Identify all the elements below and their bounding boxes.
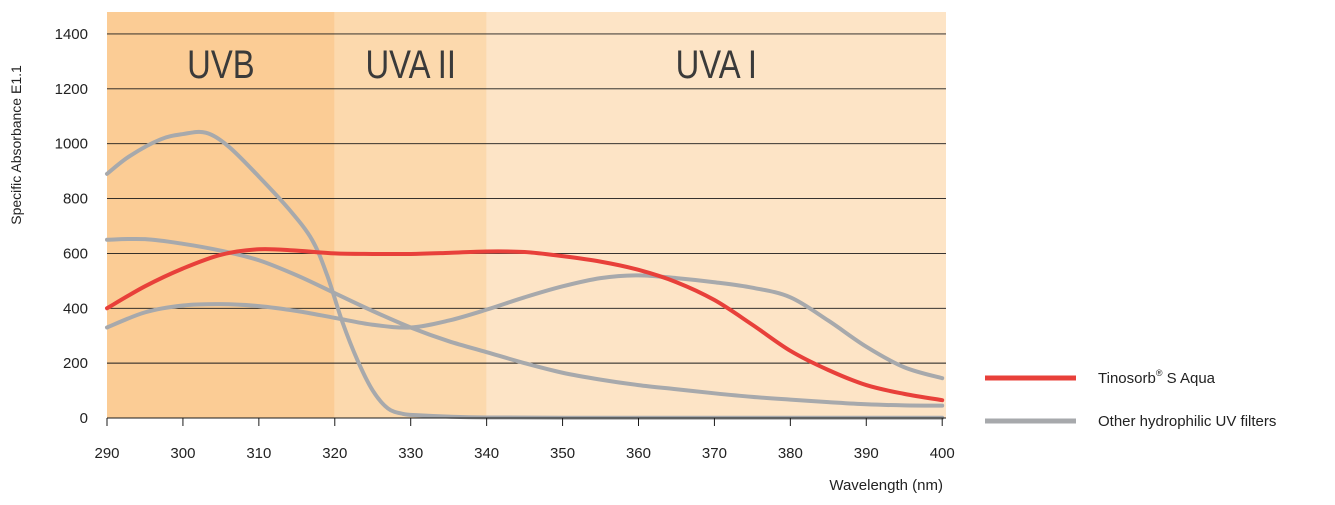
region-label: UVB bbox=[187, 42, 254, 87]
y-tick-label: 1000 bbox=[55, 136, 88, 153]
region-label: UVA I bbox=[676, 42, 757, 87]
x-axis-label: Wavelength (nm) bbox=[829, 477, 943, 494]
legend-label-name: Other hydrophilic UV filters bbox=[1098, 413, 1276, 430]
x-tick-label: 310 bbox=[246, 445, 271, 462]
gridlines bbox=[107, 33, 946, 364]
y-tick-label: 1200 bbox=[55, 81, 88, 98]
y-tick-label: 600 bbox=[63, 245, 88, 262]
region-band-1 bbox=[334, 12, 487, 418]
y-axis-label: Specific Absorbance E1.1 bbox=[8, 65, 24, 225]
legend: Tinosorb® S Aqua Other hydrophilic UV fil… bbox=[985, 368, 1276, 430]
region-band-0 bbox=[107, 12, 335, 418]
series-line-other-uv-filter bbox=[105, 236, 945, 408]
x-tick-labels: 290 300 310 320 330 340 350 360 370 380 390 400 bbox=[94, 418, 955, 462]
y-tick-label: 0 bbox=[80, 410, 88, 427]
series-line-tinosorb bbox=[105, 247, 945, 403]
uv-region-labels: UVB UVA II UVA I bbox=[187, 42, 757, 87]
x-tick-label: 340 bbox=[474, 445, 499, 462]
x-tick-label: 380 bbox=[778, 445, 803, 462]
x-tick-label: 350 bbox=[550, 445, 575, 462]
x-tick-label: 360 bbox=[626, 445, 651, 462]
x-tick-label: 390 bbox=[854, 445, 879, 462]
region-label: UVA II bbox=[365, 42, 455, 87]
y-tick-labels: 0 200 400 600 800 1000 1200 1400 bbox=[55, 26, 88, 427]
legend-label: Tinosorb® S Aqua bbox=[1098, 368, 1216, 387]
legend-label-suffix: S Aqua bbox=[1162, 370, 1215, 387]
x-tick-label: 370 bbox=[702, 445, 727, 462]
legend-label: Other hydrophilic UV filters bbox=[1098, 413, 1276, 430]
legend-label-sup: ® bbox=[1156, 368, 1163, 378]
y-tick-label: 800 bbox=[63, 191, 88, 208]
x-tick-label: 330 bbox=[398, 445, 423, 462]
y-tick-label: 1400 bbox=[55, 26, 88, 43]
x-tick-label: 320 bbox=[322, 445, 347, 462]
x-tick-label: 400 bbox=[930, 445, 955, 462]
x-tick-label: 300 bbox=[170, 445, 195, 462]
y-tick-label: 200 bbox=[63, 355, 88, 372]
data-series bbox=[105, 129, 945, 420]
series-line-other-uv-filter bbox=[105, 273, 945, 381]
x-tick-label: 290 bbox=[94, 445, 119, 462]
legend-label-name: Tinosorb bbox=[1098, 370, 1156, 387]
y-tick-label: 400 bbox=[63, 300, 88, 317]
